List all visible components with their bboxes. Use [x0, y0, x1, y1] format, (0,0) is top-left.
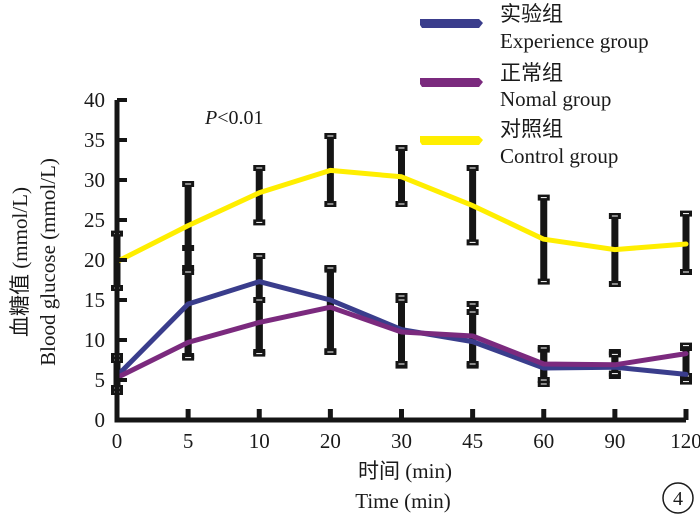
- legend: 实验组 Experience group 正常组 Nomal group 对照组…: [420, 2, 649, 168]
- x-tick-label: 10: [249, 429, 270, 453]
- panel-label-circle: [662, 482, 694, 514]
- legend-swatch-normal: [420, 78, 483, 87]
- y-tick-label: 40: [84, 88, 105, 112]
- annotation-value: <0.01: [217, 107, 263, 129]
- x-tick-label: 20: [320, 429, 341, 453]
- y-tick-label: 25: [84, 208, 105, 232]
- error-bar: [324, 265, 337, 355]
- x-tick-label: 30: [391, 429, 412, 453]
- x-tick-labels: 0 5 10 20 30 45 60 90 120: [112, 429, 700, 453]
- y-tick-label: 5: [95, 368, 106, 392]
- y-axis-title: 血糖值 (mmol/L) Blood glucose (mmol/L): [8, 158, 60, 366]
- axes: [114, 98, 689, 423]
- x-tick-label: 5: [183, 429, 194, 453]
- y-tick-label: 35: [84, 128, 105, 152]
- x-tick-label: 45: [462, 429, 483, 453]
- x-tick-label: 90: [604, 429, 625, 453]
- legend-label-experience-en: Experience group: [500, 29, 649, 53]
- error-bars: [111, 133, 692, 395]
- legend-label-control-en: Control group: [500, 144, 618, 168]
- series-lines: [114, 167, 689, 381]
- legend-item-control: 对照组 Control group: [420, 117, 618, 168]
- annotation-p: P: [204, 107, 217, 129]
- legend-item-experience: 实验组 Experience group: [420, 2, 649, 53]
- x-axis-title-en: Time (min): [355, 489, 450, 513]
- y-tick-labels: 0 5 10 15 20 25 30 35 40: [84, 88, 105, 432]
- legend-label-experience-zh: 实验组: [500, 2, 563, 26]
- legend-label-normal-en: Nomal group: [500, 87, 611, 111]
- x-axis-title-zh: 时间 (min): [358, 459, 452, 483]
- error-bar: [253, 297, 266, 357]
- x-tick-label: 0: [112, 429, 123, 453]
- legend-item-normal: 正常组 Nomal group: [420, 61, 611, 111]
- y-tick-label: 0: [95, 408, 106, 432]
- legend-label-normal-zh: 正常组: [500, 61, 563, 85]
- y-tick-label: 15: [84, 288, 105, 312]
- annotation-p-value: P<0.01: [204, 107, 264, 129]
- y-tick-label: 10: [84, 328, 105, 352]
- legend-swatch-control: [420, 136, 483, 145]
- panel-label-number: 4: [673, 488, 683, 510]
- y-tick-label: 30: [84, 168, 105, 192]
- x-tick-label: 60: [533, 429, 554, 453]
- y-axis-title-zh: 血糖值 (mmol/L): [8, 187, 32, 337]
- panel-label: 4: [662, 482, 694, 514]
- legend-swatch-experience: [420, 19, 483, 28]
- y-tick-label: 20: [84, 248, 105, 272]
- x-tick-label: 120: [670, 429, 700, 453]
- legend-label-control-zh: 对照组: [500, 117, 563, 141]
- x-axis-title: 时间 (min) Time (min): [355, 459, 452, 513]
- y-axis-title-en: Blood glucose (mmol/L): [36, 158, 60, 366]
